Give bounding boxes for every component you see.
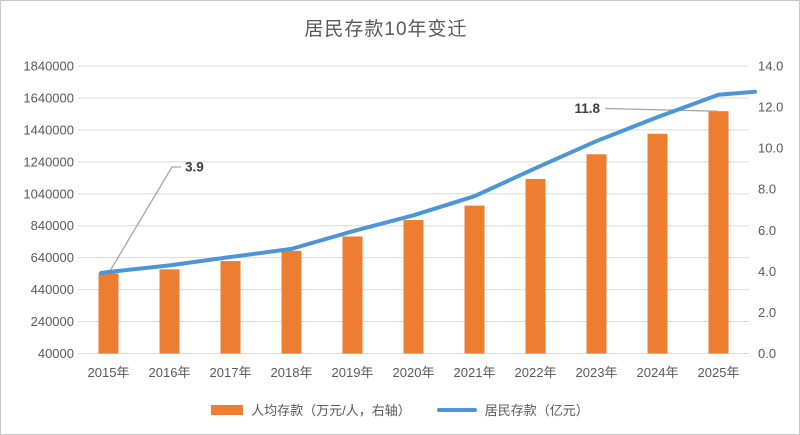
x-axis-label: 2024年	[637, 365, 679, 380]
legend-item-line: 居民存款（亿元）	[436, 400, 589, 419]
bar-2024年	[647, 133, 668, 354]
left-axis-tick-label: 1240000	[23, 154, 74, 169]
legend-label-bar: 人均存款（万元/人，右轴）	[251, 403, 411, 418]
bar-2023年	[586, 154, 607, 354]
bar-2015年	[98, 273, 119, 354]
x-axis-label: 2020年	[393, 365, 435, 380]
legend-label-line: 居民存款（亿元）	[484, 403, 589, 418]
x-axis-label: 2017年	[210, 365, 252, 380]
left-axis-tick-label: 1640000	[23, 90, 74, 105]
bar-2019年	[342, 236, 363, 354]
left-axis-tick-label: 240000	[31, 314, 74, 329]
right-axis-tick-label: 0.0	[758, 346, 776, 361]
bar-2018年	[281, 250, 302, 354]
line-series-swatch-icon	[436, 407, 477, 412]
annotation-label-first-bar: 3.9	[185, 160, 204, 175]
x-axis-label: 2023年	[576, 365, 618, 380]
right-axis-tick-label: 6.0	[758, 223, 776, 238]
bar-series-swatch-icon	[211, 404, 244, 415]
bar-2021年	[464, 205, 485, 354]
x-axis-label: 2021年	[454, 365, 496, 380]
x-axis-label: 2025年	[698, 365, 740, 380]
left-axis-tick-label: 40000	[38, 346, 74, 361]
bar-2017年	[220, 261, 241, 354]
annotation-leader-3-9	[107, 166, 181, 274]
deposit-line	[99, 89, 757, 276]
left-axis-tick-label: 840000	[31, 218, 74, 233]
bar-2020年	[403, 220, 424, 354]
left-axis-tick-label: 440000	[31, 282, 74, 297]
right-axis-tick-label: 12.0	[758, 100, 783, 115]
annotation-label-last-bar: 11.8	[574, 101, 600, 116]
x-axis-label: 2022年	[515, 365, 557, 380]
left-axis-tick-label: 1840000	[23, 59, 74, 74]
legend-item-bar: 人均存款（万元/人，右轴）	[211, 400, 411, 419]
x-axis-label: 2015年	[88, 365, 130, 380]
left-axis-tick-label: 1440000	[23, 122, 74, 137]
right-axis-tick-label: 10.0	[758, 141, 783, 156]
x-axis-label: 2018年	[271, 365, 313, 380]
bar-2025年	[708, 111, 729, 354]
right-axis-tick-label: 8.0	[758, 182, 776, 197]
x-axis-label: 2019年	[332, 365, 374, 380]
bar-2022年	[525, 178, 546, 354]
left-axis-tick-label: 640000	[31, 250, 74, 265]
chart-title: 居民存款10年变迁	[304, 19, 468, 40]
annotation-leader-11-8	[604, 107, 718, 112]
bar-2016年	[159, 269, 180, 354]
right-axis-tick-label: 4.0	[758, 264, 776, 279]
x-axis-label: 2016年	[149, 365, 191, 380]
right-axis-tick-label: 14.0	[758, 59, 783, 74]
left-axis-tick-label: 1040000	[23, 186, 74, 201]
legend: 人均存款（万元/人，右轴） 居民存款（亿元）	[1, 400, 799, 419]
right-axis-tick-label: 2.0	[758, 305, 776, 320]
